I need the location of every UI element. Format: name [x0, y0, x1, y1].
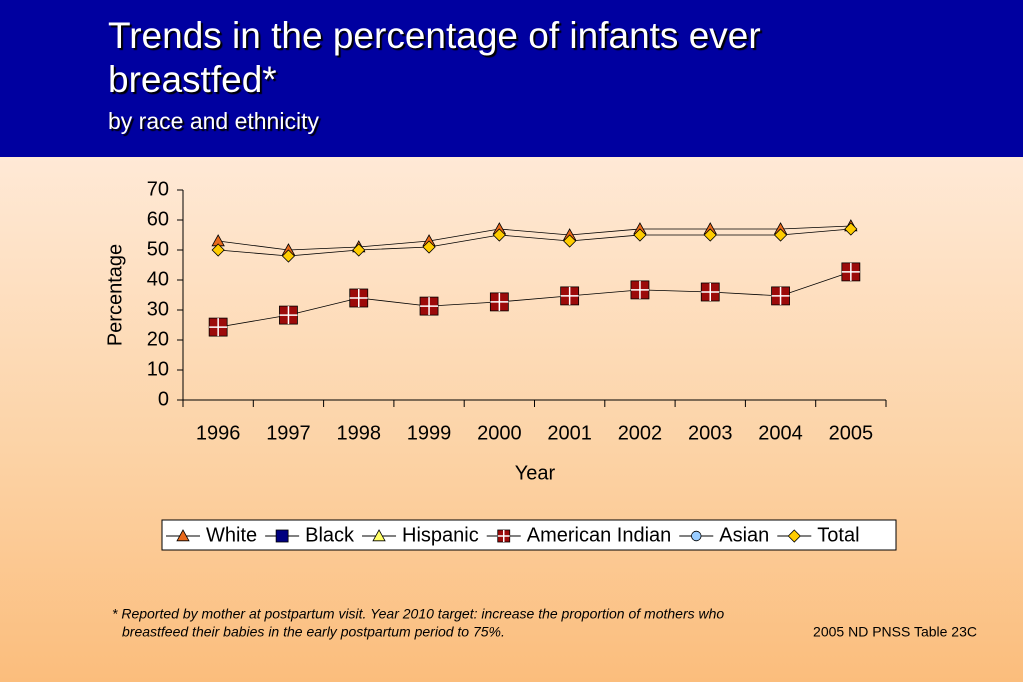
legend-label: American Indian — [527, 524, 672, 546]
marker — [492, 228, 506, 242]
x-tick-label: 2000 — [477, 422, 522, 444]
x-tick-label: 2001 — [547, 422, 592, 444]
marker — [703, 228, 717, 242]
series-line — [218, 225, 851, 251]
marker — [563, 234, 577, 248]
marker — [844, 222, 858, 236]
x-tick-label: 1998 — [337, 422, 382, 444]
x-tick-label: 2004 — [758, 422, 803, 444]
x-tick-label: 2005 — [829, 422, 874, 444]
footnote: breastfeed their babies in the early pos… — [122, 624, 505, 640]
x-tick-label: 2002 — [618, 422, 663, 444]
y-tick-label: 10 — [147, 358, 169, 380]
source: 2005 ND PNSS Table 23C — [813, 624, 977, 640]
y-tick-label: 50 — [147, 238, 169, 260]
marker — [176, 529, 190, 542]
marker — [352, 243, 366, 257]
marker — [773, 228, 788, 242]
legend-label: Hispanic — [402, 524, 479, 546]
y-tick-label: 70 — [147, 178, 169, 200]
x-tick-label: 2003 — [688, 422, 733, 444]
marker — [211, 243, 225, 257]
y-tick-label: 60 — [147, 208, 169, 230]
y-tick-label: 30 — [147, 298, 169, 320]
legend-label: White — [206, 524, 257, 546]
legend-label: Total — [817, 524, 859, 546]
legend-label: Asian — [719, 524, 769, 546]
chart-subtitle: by race and ethnicity — [108, 108, 319, 134]
legend-label: Black — [305, 524, 355, 546]
series-line — [218, 271, 851, 328]
marker — [422, 240, 436, 254]
x-tick-label: 1996 — [196, 422, 241, 444]
y-tick-label: 0 — [158, 388, 169, 410]
marker — [691, 530, 702, 542]
marker — [275, 529, 289, 543]
y-tick-label: 40 — [147, 268, 169, 290]
footnote: * Reported by mother at postpartum visit… — [112, 606, 724, 622]
x-tick-label: 1999 — [407, 422, 452, 444]
series-line — [218, 228, 851, 257]
y-axis-title: Percentage — [104, 244, 126, 346]
x-tick-label: 1997 — [266, 422, 311, 444]
marker — [281, 249, 296, 263]
x-axis-title: Year — [515, 462, 556, 484]
marker — [787, 529, 801, 543]
y-tick-label: 20 — [147, 328, 169, 350]
chart-title: Trends in the percentage of infants ever… — [108, 15, 761, 100]
header — [0, 0, 1023, 157]
marker — [633, 228, 647, 242]
marker — [372, 529, 386, 542]
